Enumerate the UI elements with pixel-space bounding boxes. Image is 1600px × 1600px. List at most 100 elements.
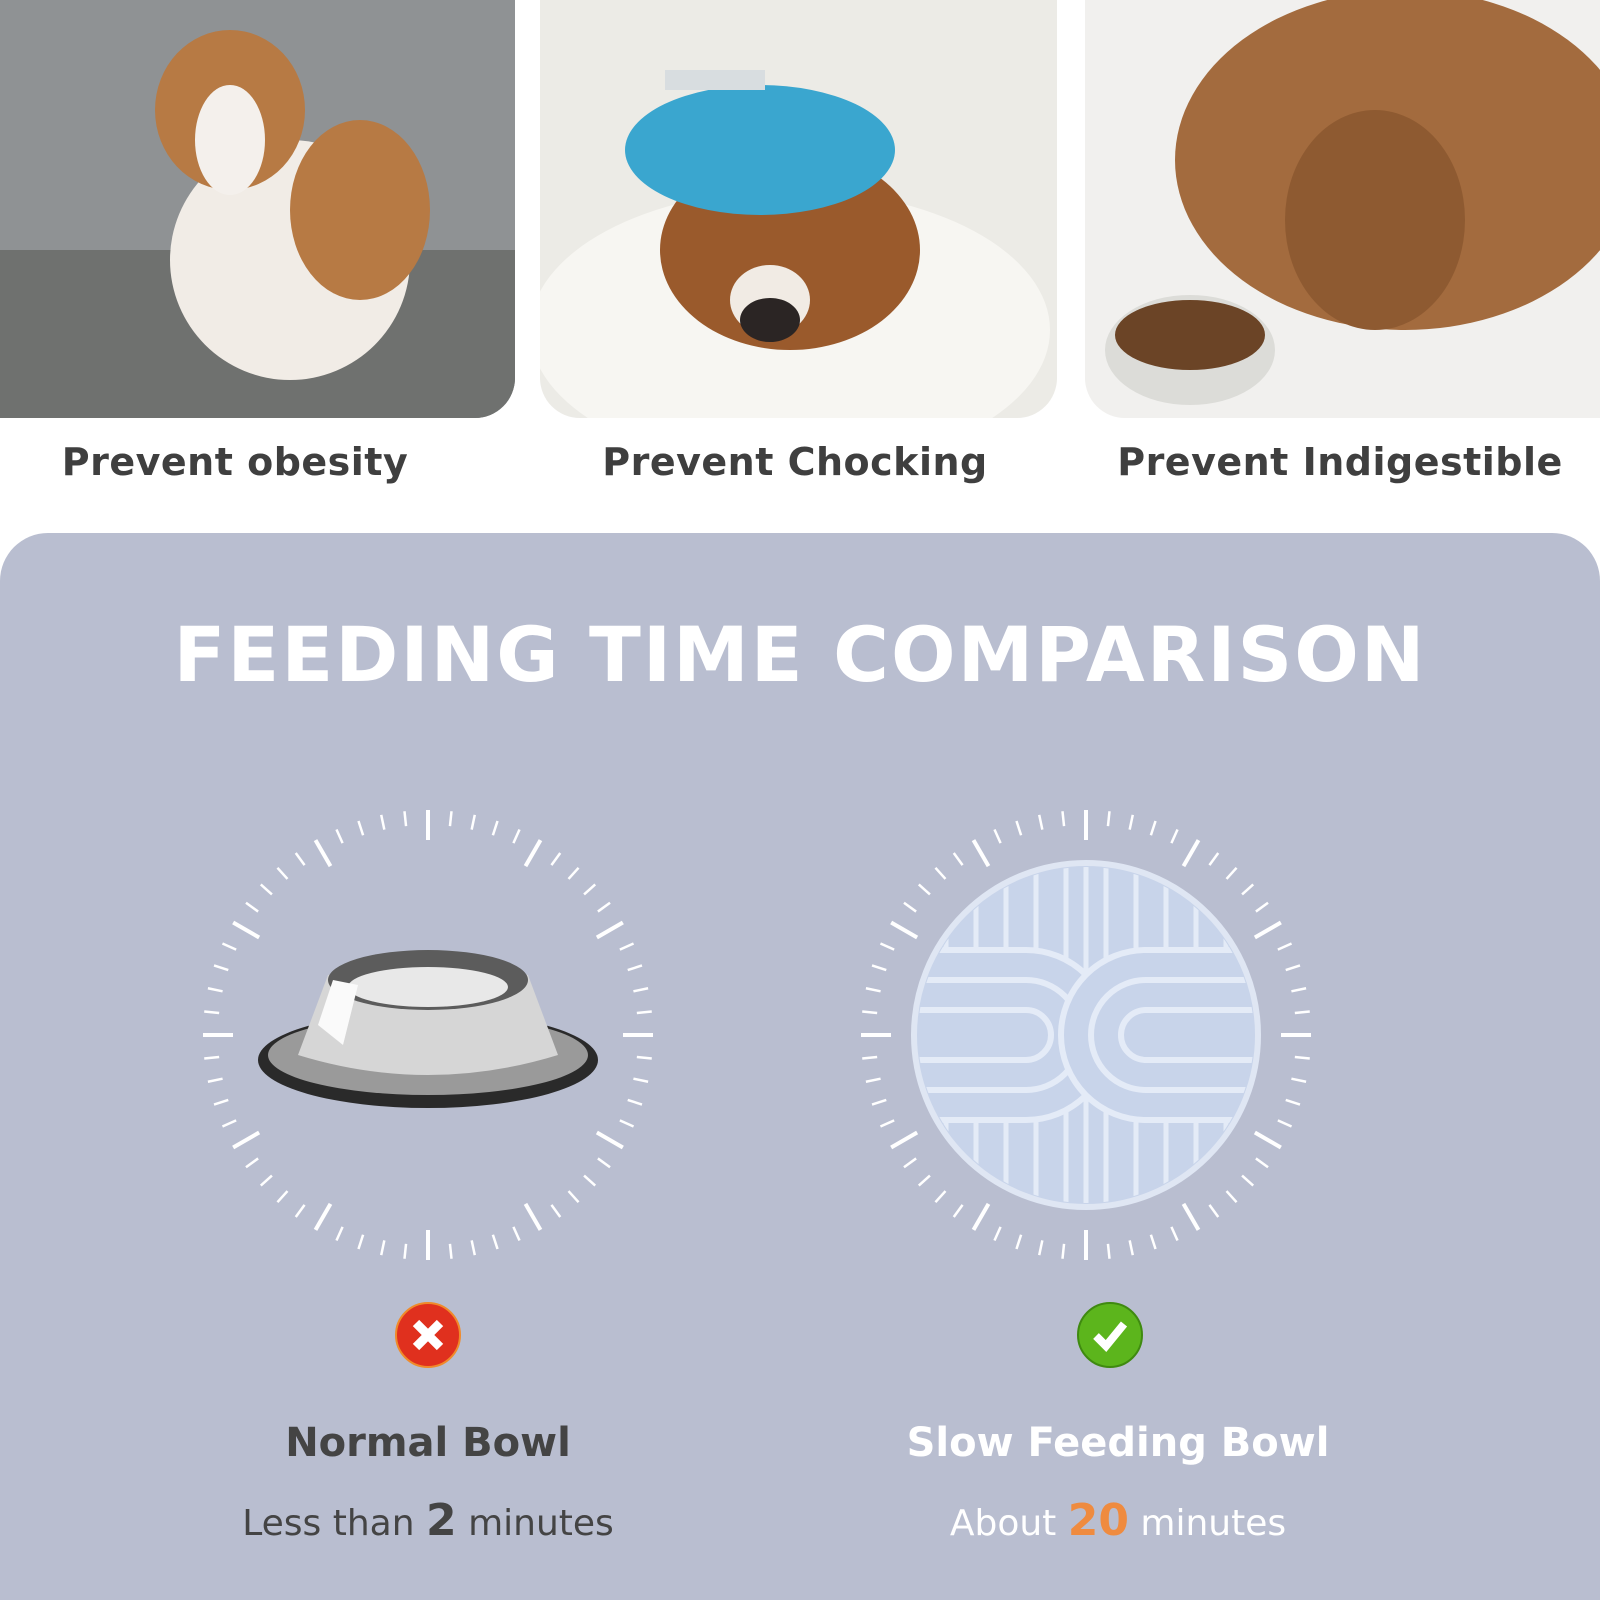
dial-minor-tick	[276, 866, 289, 880]
dial-minor-tick	[491, 1234, 499, 1250]
check-icon	[1077, 1302, 1143, 1368]
cross-icon	[395, 1302, 461, 1368]
dial-minor-tick	[1241, 1174, 1255, 1187]
dial-minor-tick	[259, 1174, 273, 1187]
clock-dial-normal	[203, 810, 653, 1260]
dial-minor-tick	[583, 883, 597, 896]
dial-minor-tick	[633, 1077, 649, 1084]
dial-minor-tick	[619, 942, 635, 951]
dial-minor-tick	[550, 852, 562, 866]
dial-minor-tick	[1037, 814, 1044, 830]
slow-bowl-label: Slow Feeding Bowl	[906, 1420, 1330, 1466]
clock-dial-slow	[861, 810, 1311, 1260]
dial-minor-tick	[512, 1226, 521, 1242]
dial-minor-tick	[276, 1190, 289, 1204]
dial-minor-tick	[1291, 986, 1307, 993]
dial-minor-tick	[1208, 1204, 1220, 1218]
dial-major-tick	[595, 1130, 624, 1150]
dial-minor-tick	[865, 1077, 881, 1084]
dial-minor-tick	[357, 1234, 365, 1250]
dial-minor-tick	[862, 1010, 878, 1015]
dial-minor-tick	[204, 1010, 220, 1015]
slow-time-value: 20	[1067, 1495, 1129, 1546]
dial-minor-tick	[1128, 1240, 1135, 1256]
dial-minor-tick	[597, 1157, 611, 1169]
dial-minor-tick	[335, 1226, 344, 1242]
dial-minor-tick	[871, 964, 887, 972]
dial-minor-tick	[1225, 1190, 1238, 1204]
dial-minor-tick	[1015, 1234, 1023, 1250]
slow-feeder-bowl-icon	[911, 860, 1261, 1210]
dial-minor-tick	[379, 814, 386, 830]
dial-minor-tick	[1149, 820, 1157, 836]
dial-minor-tick	[636, 1055, 652, 1060]
dial-minor-tick	[1170, 828, 1179, 844]
dial-minor-tick	[619, 1119, 635, 1128]
dial-minor-tick	[1255, 1157, 1269, 1169]
dial-minor-tick	[993, 1226, 1002, 1242]
dial-minor-tick	[448, 1243, 453, 1259]
dial-minor-tick	[245, 901, 259, 913]
dial-minor-tick	[934, 1190, 947, 1204]
dial-minor-tick	[1225, 866, 1238, 880]
dial-major-tick	[1253, 1130, 1282, 1150]
dial-minor-tick	[213, 1098, 229, 1106]
dial-minor-tick	[207, 986, 223, 993]
dial-minor-tick	[583, 1174, 597, 1187]
dial-minor-tick	[917, 883, 931, 896]
dial-minor-tick	[1015, 820, 1023, 836]
slow-bowl-time: About 20 minutes	[818, 1495, 1418, 1546]
dial-minor-tick	[294, 1204, 306, 1218]
dial-minor-tick	[1208, 852, 1220, 866]
dial-major-tick	[313, 839, 333, 868]
normal-time-suffix: minutes	[468, 1503, 614, 1544]
dial-minor-tick	[207, 1077, 223, 1084]
dial-minor-tick	[213, 964, 229, 972]
dial-minor-tick	[633, 986, 649, 993]
dial-minor-tick	[952, 1204, 964, 1218]
dial-minor-tick	[636, 1010, 652, 1015]
photo-sick-dog	[540, 0, 1057, 418]
dial-minor-tick	[1255, 901, 1269, 913]
dial-major-tick	[890, 1130, 919, 1150]
dial-minor-tick	[1061, 1243, 1066, 1259]
dial-major-tick	[1181, 839, 1201, 868]
normal-time-prefix: Less than	[242, 1503, 415, 1544]
dial-minor-tick	[597, 901, 611, 913]
dial-minor-tick	[1285, 964, 1301, 972]
dial-minor-tick	[627, 1098, 643, 1106]
dial-minor-tick	[903, 901, 917, 913]
dial-minor-tick	[357, 820, 365, 836]
photo-obese-dog	[0, 0, 515, 418]
dial-minor-tick	[335, 828, 344, 844]
dial-minor-tick	[934, 866, 947, 880]
steel-bowl-icon	[258, 950, 598, 1108]
dial-minor-tick	[1277, 1119, 1293, 1128]
dial-major-tick	[523, 1202, 543, 1231]
caption-indigestible: Prevent Indigestible	[1117, 440, 1563, 484]
slow-time-prefix: About	[949, 1503, 1057, 1544]
dial-major-tick	[523, 839, 543, 868]
dial-minor-tick	[567, 866, 580, 880]
dial-minor-tick	[1037, 1240, 1044, 1256]
dial-minor-tick	[448, 811, 453, 827]
dial-minor-tick	[379, 1240, 386, 1256]
dial-major-tick	[1181, 1202, 1201, 1231]
normal-time-value: 2	[425, 1495, 457, 1546]
dial-minor-tick	[221, 1119, 237, 1128]
dial-minor-tick	[403, 811, 408, 827]
dial-major-tick	[232, 920, 261, 940]
dial-minor-tick	[512, 828, 521, 844]
dial-minor-tick	[1149, 1234, 1157, 1250]
dial-minor-tick	[871, 1098, 887, 1106]
dial-minor-tick	[470, 1240, 477, 1256]
dial-minor-tick	[470, 814, 477, 830]
normal-bowl-label: Normal Bowl	[285, 1420, 571, 1466]
dial-major-tick	[313, 1202, 333, 1231]
dial-minor-tick	[245, 1157, 259, 1169]
dial-minor-tick	[1294, 1055, 1310, 1060]
dial-minor-tick	[1061, 811, 1066, 827]
comparison-title: FEEDING TIME COMPARISON	[173, 610, 1427, 699]
dial-minor-tick	[1106, 811, 1111, 827]
slow-time-suffix: minutes	[1140, 1503, 1287, 1544]
